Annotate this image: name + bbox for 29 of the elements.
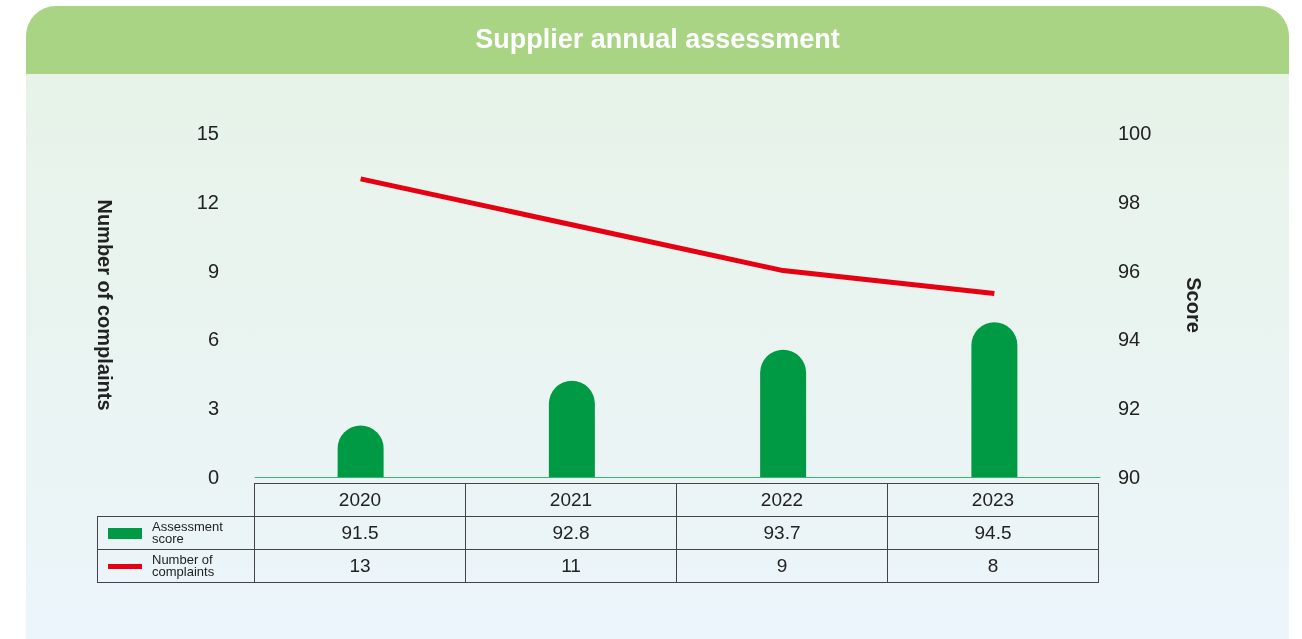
data-label: 94.5 [887, 516, 1099, 550]
y-tick-label: 0 [207, 466, 219, 488]
y2-axis-title: Score [1183, 277, 1205, 333]
y-axis-title: Number of complaints [94, 199, 116, 411]
y2-tick-label: 98 [1118, 190, 1141, 213]
x-tick-label: 2020 [254, 483, 466, 517]
data-label: 11 [465, 549, 677, 583]
y-tick-label: 3 [207, 397, 219, 420]
legend-label: Assessment score [152, 519, 224, 546]
data-label: 92.8 [465, 516, 677, 550]
data-label: 8 [887, 549, 1099, 583]
chart-title: Supplier annual assessment [26, 6, 1289, 74]
y-tick-label: 9 [207, 259, 219, 282]
legend-label: Number of complaints [152, 552, 216, 579]
y2-tick-label: 90 [1118, 466, 1141, 488]
y2-tick-label: 92 [1118, 397, 1141, 420]
data-label: 93.7 [676, 516, 888, 550]
data-label: 9 [676, 549, 888, 583]
y2-tick-label: 94 [1118, 328, 1141, 351]
y-tick-label: 6 [207, 328, 219, 351]
x-tick-label: 2022 [676, 483, 888, 517]
y2-tick-label: 96 [1118, 259, 1141, 282]
data-label: 91.5 [254, 516, 466, 550]
y2-tick-label: 100 [1118, 122, 1152, 144]
y-tick-label: 12 [196, 190, 219, 213]
data-label: 13 [254, 549, 466, 583]
x-tick-label: 2023 [887, 483, 1099, 517]
x-tick-label: 2021 [465, 483, 677, 517]
y-tick-label: 15 [196, 122, 219, 144]
